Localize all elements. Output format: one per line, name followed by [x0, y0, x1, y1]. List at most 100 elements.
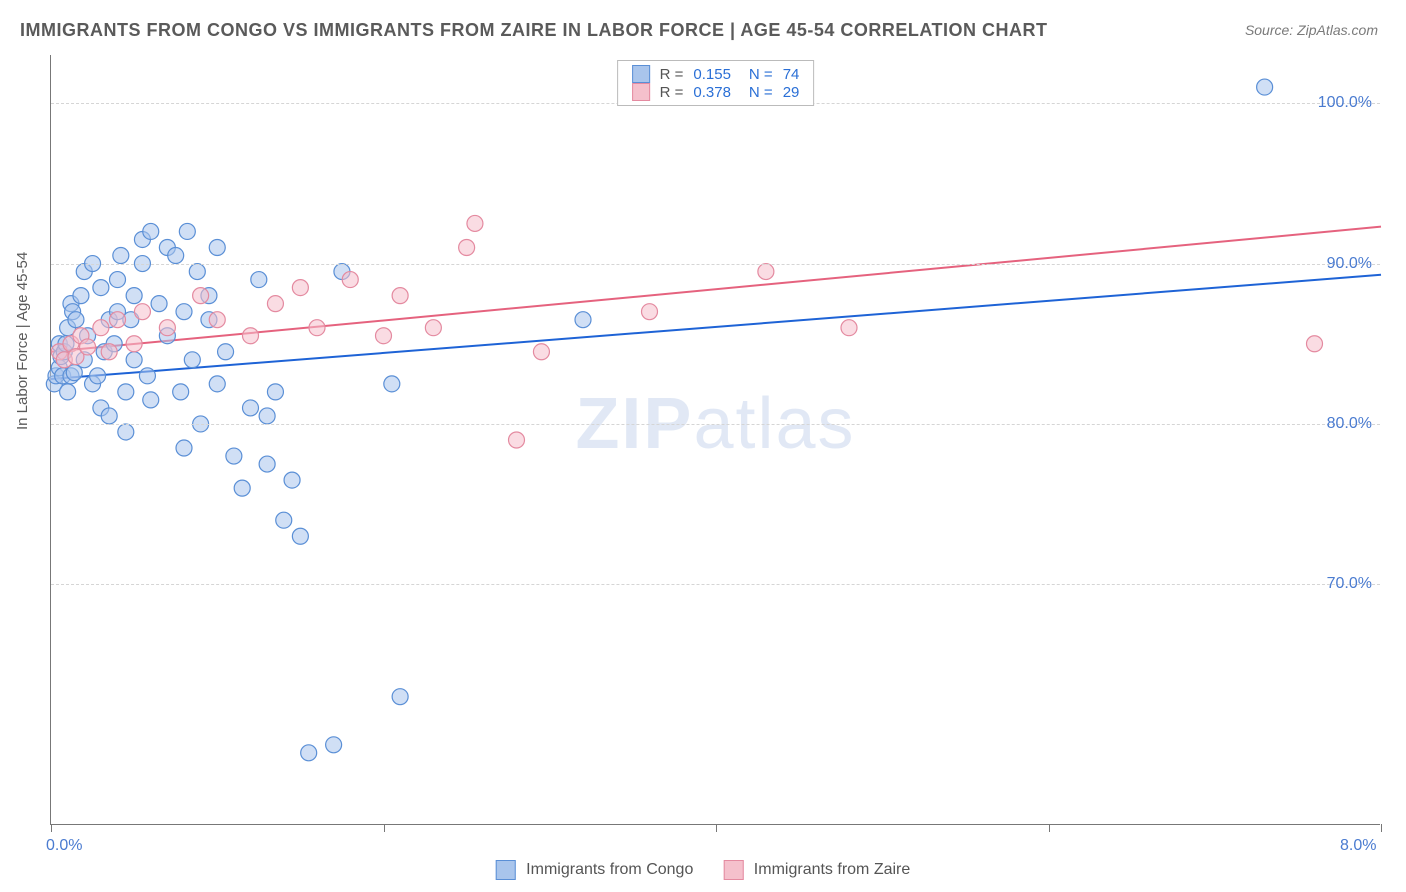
data-point — [342, 272, 358, 288]
legend-correlation: R = 0.155 N = 74 R = 0.378 N = 29 — [617, 60, 815, 106]
data-point — [292, 528, 308, 544]
data-point — [118, 424, 134, 440]
grid-line — [51, 264, 1380, 265]
legend-r-value: 0.378 — [693, 84, 731, 101]
data-point — [459, 240, 475, 256]
legend-n-value: 74 — [783, 66, 800, 83]
data-point — [139, 368, 155, 384]
data-point — [176, 304, 192, 320]
data-point — [68, 312, 84, 328]
data-point — [101, 408, 117, 424]
legend-correlation-row: R = 0.155 N = 74 — [632, 65, 800, 83]
data-point — [209, 376, 225, 392]
data-point — [168, 248, 184, 264]
data-point — [226, 448, 242, 464]
legend-series-item: Immigrants from Zaire — [723, 860, 910, 880]
legend-correlation-row: R = 0.378 N = 29 — [632, 83, 800, 101]
data-point — [509, 432, 525, 448]
data-point — [176, 440, 192, 456]
data-point — [110, 272, 126, 288]
legend-swatch — [496, 860, 516, 880]
data-point — [126, 288, 142, 304]
y-tick-label: 90.0% — [1327, 255, 1372, 273]
legend-series-item: Immigrants from Congo — [496, 860, 694, 880]
data-point — [73, 288, 89, 304]
data-point — [1307, 336, 1323, 352]
data-point — [209, 312, 225, 328]
data-point — [267, 384, 283, 400]
trend-line — [51, 275, 1381, 379]
legend-r-value: 0.155 — [693, 66, 731, 83]
data-point — [143, 392, 159, 408]
legend-swatch — [632, 65, 650, 83]
legend-n-label: N = — [749, 66, 773, 83]
data-point — [292, 280, 308, 296]
data-point — [90, 368, 106, 384]
data-point — [575, 312, 591, 328]
data-point — [267, 296, 283, 312]
x-tick — [51, 824, 52, 832]
data-point — [251, 272, 267, 288]
data-point — [80, 339, 96, 355]
data-point — [533, 344, 549, 360]
data-point — [376, 328, 392, 344]
data-point — [243, 328, 259, 344]
legend-series-label: Immigrants from Zaire — [754, 861, 910, 878]
data-point — [234, 480, 250, 496]
data-point — [301, 745, 317, 761]
data-point — [326, 737, 342, 753]
data-point — [841, 320, 857, 336]
data-point — [93, 320, 109, 336]
legend-swatch — [723, 860, 743, 880]
data-point — [179, 223, 195, 239]
data-point — [1257, 79, 1273, 95]
data-point — [309, 320, 325, 336]
data-point — [392, 689, 408, 705]
x-tick — [716, 824, 717, 832]
legend-r-label: R = — [660, 66, 684, 83]
data-point — [209, 240, 225, 256]
legend-series: Immigrants from Congo Immigrants from Za… — [496, 860, 911, 880]
x-tick — [1381, 824, 1382, 832]
legend-series-label: Immigrants from Congo — [526, 861, 693, 878]
data-point — [467, 215, 483, 231]
data-point — [193, 288, 209, 304]
y-tick-label: 70.0% — [1327, 575, 1372, 593]
data-point — [642, 304, 658, 320]
y-tick-label: 100.0% — [1318, 94, 1372, 112]
y-tick-label: 80.0% — [1327, 415, 1372, 433]
grid-line — [51, 424, 1380, 425]
data-point — [259, 408, 275, 424]
data-point — [758, 264, 774, 280]
data-point — [218, 344, 234, 360]
data-point — [173, 384, 189, 400]
grid-line — [51, 584, 1380, 585]
data-point — [134, 304, 150, 320]
source-attribution: Source: ZipAtlas.com — [1245, 22, 1378, 38]
chart-title: IMMIGRANTS FROM CONGO VS IMMIGRANTS FROM… — [20, 20, 1048, 41]
data-point — [101, 344, 117, 360]
data-point — [243, 400, 259, 416]
y-axis-label: In Labor Force | Age 45-54 — [14, 252, 31, 430]
data-point — [110, 312, 126, 328]
data-point — [425, 320, 441, 336]
legend-swatch — [632, 83, 650, 101]
scatter-plot-svg — [51, 55, 1380, 824]
data-point — [143, 223, 159, 239]
legend-r-label: R = — [660, 84, 684, 101]
chart-plot-area: ZIPatlas R = 0.155 N = 74 R = 0.378 N = … — [50, 55, 1380, 825]
data-point — [151, 296, 167, 312]
data-point — [284, 472, 300, 488]
data-point — [184, 352, 200, 368]
x-tick — [384, 824, 385, 832]
data-point — [113, 248, 129, 264]
x-tick — [1049, 824, 1050, 832]
data-point — [93, 280, 109, 296]
data-point — [189, 264, 205, 280]
data-point — [126, 352, 142, 368]
data-point — [276, 512, 292, 528]
legend-n-label: N = — [749, 84, 773, 101]
data-point — [392, 288, 408, 304]
data-point — [159, 320, 175, 336]
data-point — [118, 384, 134, 400]
